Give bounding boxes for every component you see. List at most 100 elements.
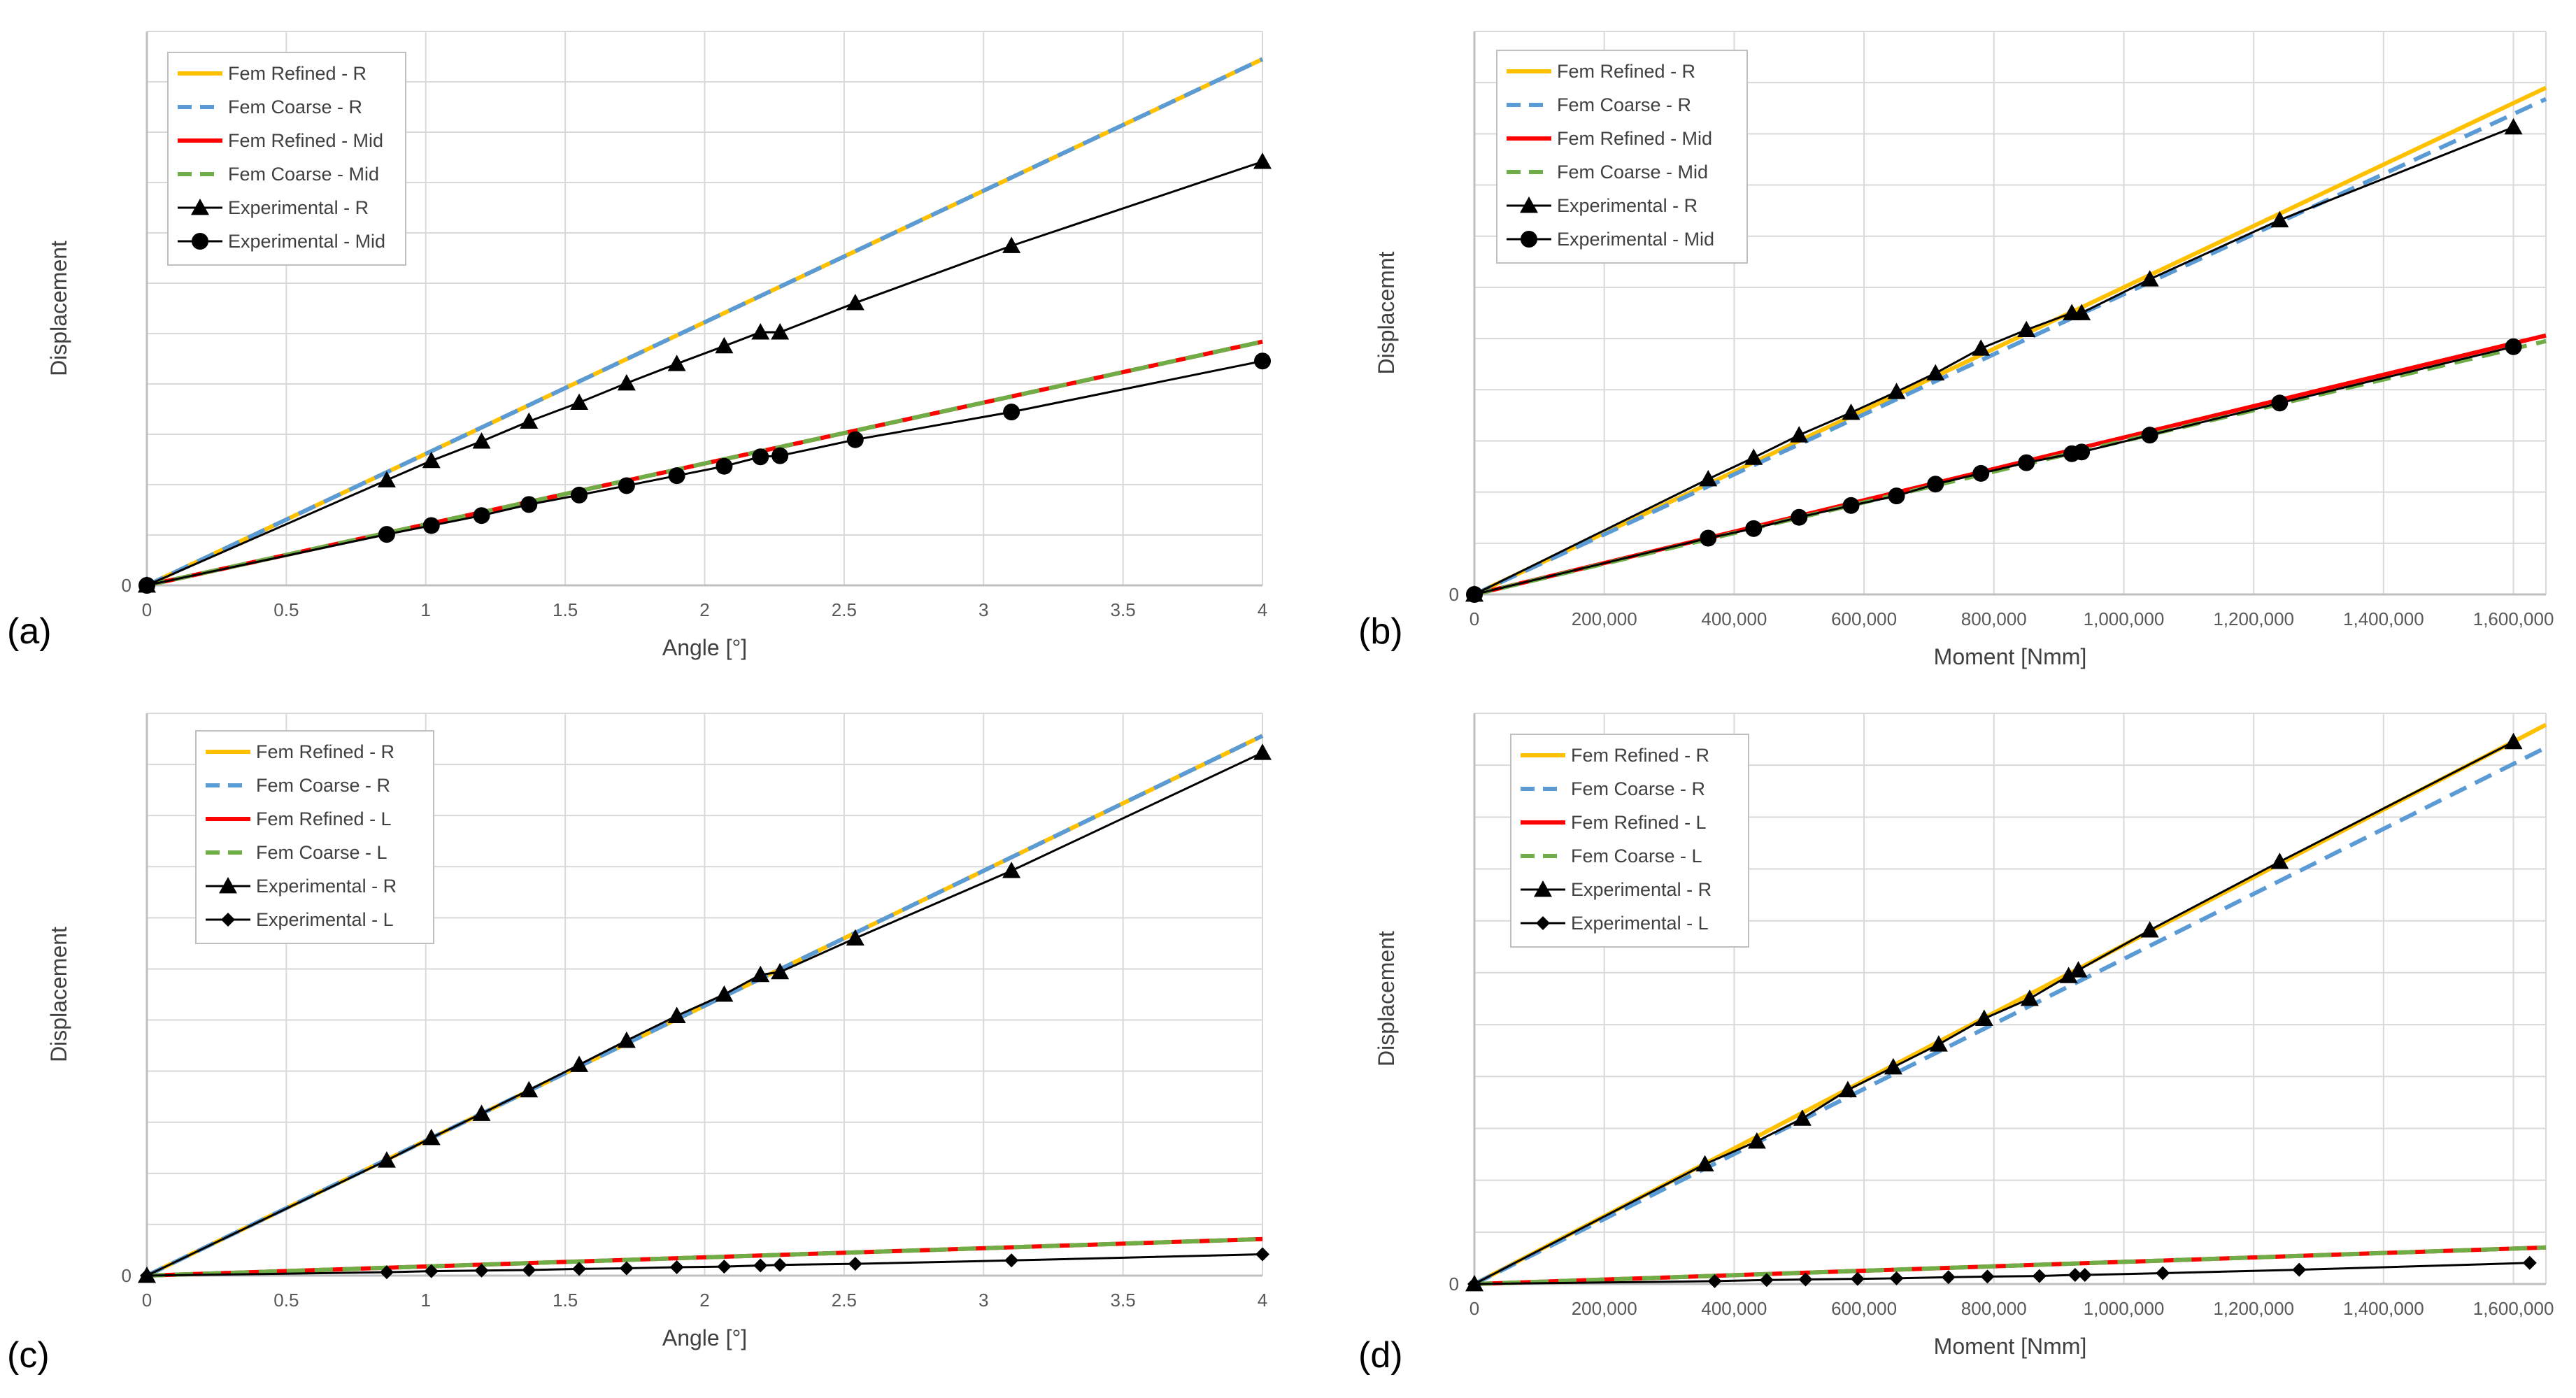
legend-box: [167, 52, 406, 266]
series-line-fem-coarse-l: [1474, 1245, 2547, 1286]
legend-entry: Fem Refined - R: [1557, 61, 1695, 82]
data-point-circle: [520, 496, 538, 513]
data-point-triangle: [520, 1080, 539, 1098]
legend-entry: Experimental - R: [228, 197, 369, 218]
data-point-triangle: [715, 336, 734, 354]
data-point-triangle: [771, 323, 790, 340]
data-point-triangle: [2270, 853, 2289, 869]
y-axis-title: Displacement: [46, 927, 71, 1062]
legend-marker-triangle: [191, 199, 209, 215]
data-point-circle: [2505, 338, 2522, 355]
data-point-diamond: [2292, 1262, 2307, 1277]
data-point-triangle: [2017, 320, 2036, 338]
data-point-triangle: [520, 412, 539, 429]
legend-marker-triangle: [219, 877, 237, 894]
data-point-circle: [1888, 487, 1905, 505]
data-point-diamond: [140, 1269, 154, 1283]
data-point-triangle: [2072, 304, 2091, 320]
data-point-circle: [771, 447, 789, 464]
x-tick-label: 600,000: [1831, 1298, 1897, 1319]
data-point-triangle: [1790, 426, 1809, 443]
data-point-triangle: [2504, 117, 2523, 135]
x-tick-label: 2: [699, 1290, 709, 1311]
legend-entry: Fem Coarse - R: [228, 97, 362, 117]
data-point-circle: [473, 507, 490, 525]
legend-entry: Experimental - L: [1571, 913, 1709, 934]
data-point-triangle: [771, 962, 790, 980]
data-point-triangle: [1002, 236, 1021, 253]
x-tick-label: 1,000,000: [2084, 1298, 2165, 1319]
x-tick-label: 400,000: [1701, 608, 1767, 629]
x-tick-label: 800,000: [1961, 1298, 2027, 1319]
data-point-circle: [378, 526, 395, 543]
legend-entry: Fem Coarse - Mid: [228, 164, 379, 185]
legend-box: [1510, 734, 1749, 948]
series-line-fem-coarse-l: [146, 1236, 1263, 1278]
x-tick-label: 0: [142, 1290, 152, 1311]
data-point-circle: [1003, 404, 1020, 421]
data-point-circle: [1466, 586, 1483, 603]
data-point-diamond: [1889, 1271, 1904, 1285]
x-axis-title: Moment [Nmm]: [1934, 1334, 2087, 1359]
data-point-triangle: [1002, 862, 1021, 878]
data-point-triangle: [846, 929, 864, 946]
data-point-circle: [138, 577, 155, 594]
legend-entry: Fem Refined - R: [1571, 745, 1709, 766]
legend-entry: Fem Refined - Mid: [228, 130, 383, 151]
data-point-triangle: [617, 373, 636, 391]
legend-entry: Experimental - Mid: [228, 231, 385, 252]
x-tick-label: 600,000: [1831, 608, 1897, 629]
series-line-experimental-mid: [146, 359, 1263, 587]
x-tick-label: 1,400,000: [2343, 1298, 2424, 1319]
panel-tag: (d): [1358, 1335, 1403, 1376]
y-axis-title: Displacemnt: [1374, 251, 1399, 374]
x-tick-label: 1,600,000: [2473, 1298, 2554, 1319]
data-point-circle: [668, 467, 685, 485]
data-point-triangle: [472, 1104, 491, 1121]
legend-box: [195, 730, 434, 944]
panel-tag: (a): [7, 611, 52, 652]
data-point-circle: [1842, 497, 1860, 514]
data-point-circle: [422, 517, 440, 534]
data-point-circle: [1972, 464, 1990, 482]
x-tick-label: 1,600,000: [2473, 608, 2554, 629]
data-point-circle: [571, 486, 588, 504]
x-tick-label: 1.5: [553, 1290, 578, 1311]
legend: Fem Refined - R Fem Coarse - R Fem Refined…: [167, 52, 406, 266]
series-line-experimental-r: [146, 160, 1263, 587]
panel-tag: (c): [7, 1335, 50, 1376]
data-point-diamond: [1798, 1272, 1813, 1287]
data-point-circle: [2271, 394, 2289, 412]
data-point-circle: [1700, 529, 1717, 547]
data-point-triangle: [570, 1055, 589, 1072]
data-point-circle: [846, 431, 864, 448]
x-tick-label: 4: [1258, 1290, 1267, 1311]
data-point-triangle: [422, 1129, 441, 1146]
data-point-diamond: [1467, 1277, 1481, 1291]
data-point-triangle: [1884, 1057, 1902, 1075]
legend-marker-triangle: [1520, 197, 1538, 213]
legend-marker-triangle: [1534, 880, 1552, 897]
legend-entry: Fem Coarse - R: [256, 775, 390, 796]
data-point-diamond: [572, 1262, 587, 1276]
data-point-circle: [716, 457, 733, 475]
data-point-triangle: [1793, 1109, 1812, 1126]
data-point-triangle: [1747, 1132, 1766, 1149]
data-point-diamond: [424, 1264, 439, 1278]
x-tick-label: 0: [142, 599, 152, 620]
data-point-circle: [1791, 508, 1808, 526]
x-tick-label: 400,000: [1701, 1298, 1767, 1319]
data-point-triangle: [667, 1006, 686, 1023]
data-point-circle: [1254, 352, 1271, 370]
x-tick-label: 0: [1470, 608, 1479, 629]
panel-tag: (b): [1358, 611, 1403, 652]
series-line-experimental-r: [146, 751, 1263, 1277]
data-point-triangle: [2020, 990, 2039, 1006]
data-point-triangle: [2069, 961, 2088, 978]
legend-entry: Fem Refined - R: [256, 741, 394, 762]
chart-panel-1: 0 0.5 1 1.5 2 2.5 3 3.5 4 0 Angle [°] Displacement F…: [7, 31, 1272, 660]
data-point-circle: [2018, 454, 2035, 471]
x-tick-label: 2: [699, 599, 709, 620]
data-point-triangle: [751, 323, 770, 340]
x-tick-label: 200,000: [1572, 1298, 1637, 1319]
